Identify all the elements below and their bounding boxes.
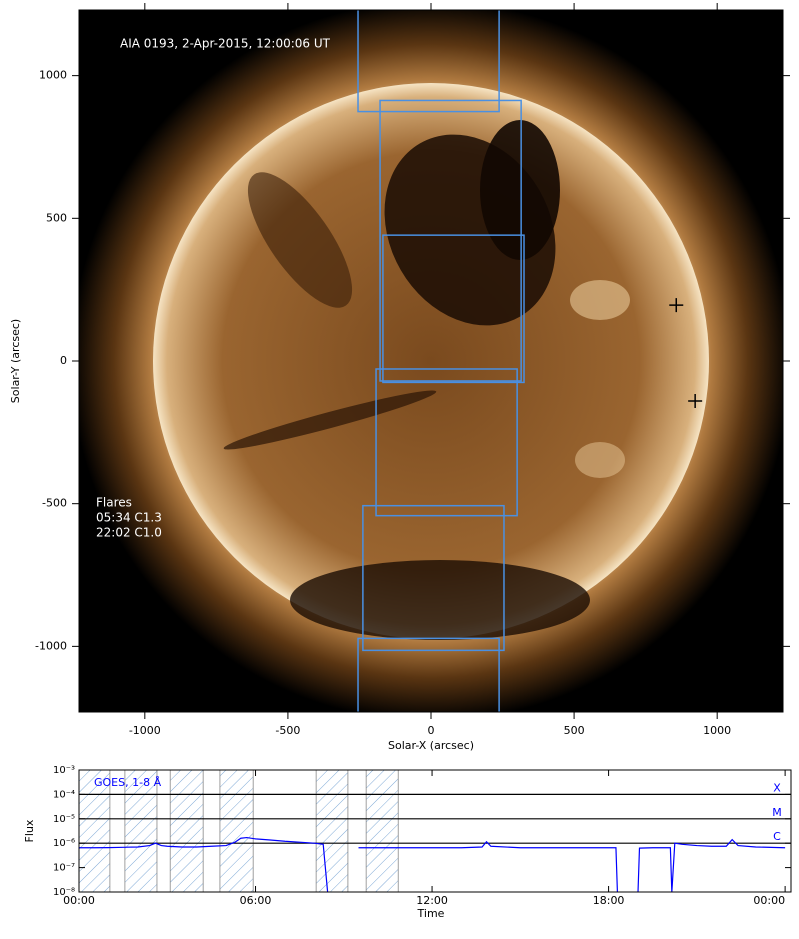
shaded-interval xyxy=(365,770,399,892)
x-axis-label: Time xyxy=(417,907,445,920)
shaded-interval xyxy=(219,770,254,892)
y-axis-label: Flux xyxy=(23,819,36,842)
filament xyxy=(223,390,437,450)
annotation: 22:02 C1.0 xyxy=(96,526,162,540)
y-tick-label: 10⁻⁶ xyxy=(53,838,75,849)
x-axis-label: Solar-X (arcsec) xyxy=(388,739,474,752)
x-tick-label: 06:00 xyxy=(240,894,272,907)
x-tick-label: 00:00 xyxy=(753,894,785,907)
goes-frame xyxy=(78,769,792,893)
x-tick-label: 12:00 xyxy=(416,894,448,907)
y-tick-label: 0 xyxy=(60,354,67,367)
filament xyxy=(247,172,353,308)
shaded-interval xyxy=(315,770,349,892)
box xyxy=(379,99,522,382)
annotation: 05:34 C1.3 xyxy=(96,511,162,525)
marker xyxy=(669,298,684,313)
y-tick-label: 10⁻⁴ xyxy=(53,789,75,800)
x-tick-label: 18:00 xyxy=(593,894,625,907)
x-tick-label: 00:00 xyxy=(63,894,95,907)
box xyxy=(357,10,500,113)
x-tick-label: 1000 xyxy=(703,724,731,737)
y-tick-label: 1000 xyxy=(39,69,67,82)
y-tick-label: 10⁻⁸ xyxy=(53,887,75,898)
level-label: M xyxy=(772,806,782,819)
solar-image xyxy=(79,10,783,712)
x-tick-label: 0 xyxy=(428,724,435,737)
y-tick-label: -1000 xyxy=(35,639,67,652)
image-title: AIA 0193, 2-Apr-2015, 12:00:06 UT xyxy=(120,37,331,51)
coronal-hole xyxy=(290,560,590,640)
x-tick-label: -1000 xyxy=(129,724,161,737)
level-label: C xyxy=(773,830,781,843)
marker xyxy=(688,393,703,408)
legend-label: GOES, 1-8 Å xyxy=(94,776,162,789)
shaded-interval xyxy=(79,770,111,892)
y-tick-label: 10⁻⁵ xyxy=(53,814,75,825)
level-label: X xyxy=(773,781,781,794)
box xyxy=(375,368,518,517)
box xyxy=(382,234,525,384)
y-axis-label: Solar-Y (arcsec) xyxy=(9,319,22,403)
shaded-interval xyxy=(169,770,204,892)
active-region xyxy=(575,442,625,478)
y-tick-label: 10⁻⁷ xyxy=(53,863,75,874)
annotation: Flares xyxy=(96,496,132,510)
x-tick-label: -500 xyxy=(275,724,300,737)
x-tick-label: 500 xyxy=(564,724,585,737)
coronal-hole xyxy=(480,120,560,260)
shaded-interval xyxy=(124,770,158,892)
boxes xyxy=(357,10,703,712)
goes-plot xyxy=(79,770,791,892)
y-tick-label: 500 xyxy=(46,211,67,224)
y-tick-label: -500 xyxy=(42,497,67,510)
y-tick-label: 10⁻³ xyxy=(53,765,75,776)
series-line xyxy=(79,836,786,892)
box xyxy=(362,504,505,652)
box xyxy=(357,637,500,712)
active-region xyxy=(570,280,630,320)
